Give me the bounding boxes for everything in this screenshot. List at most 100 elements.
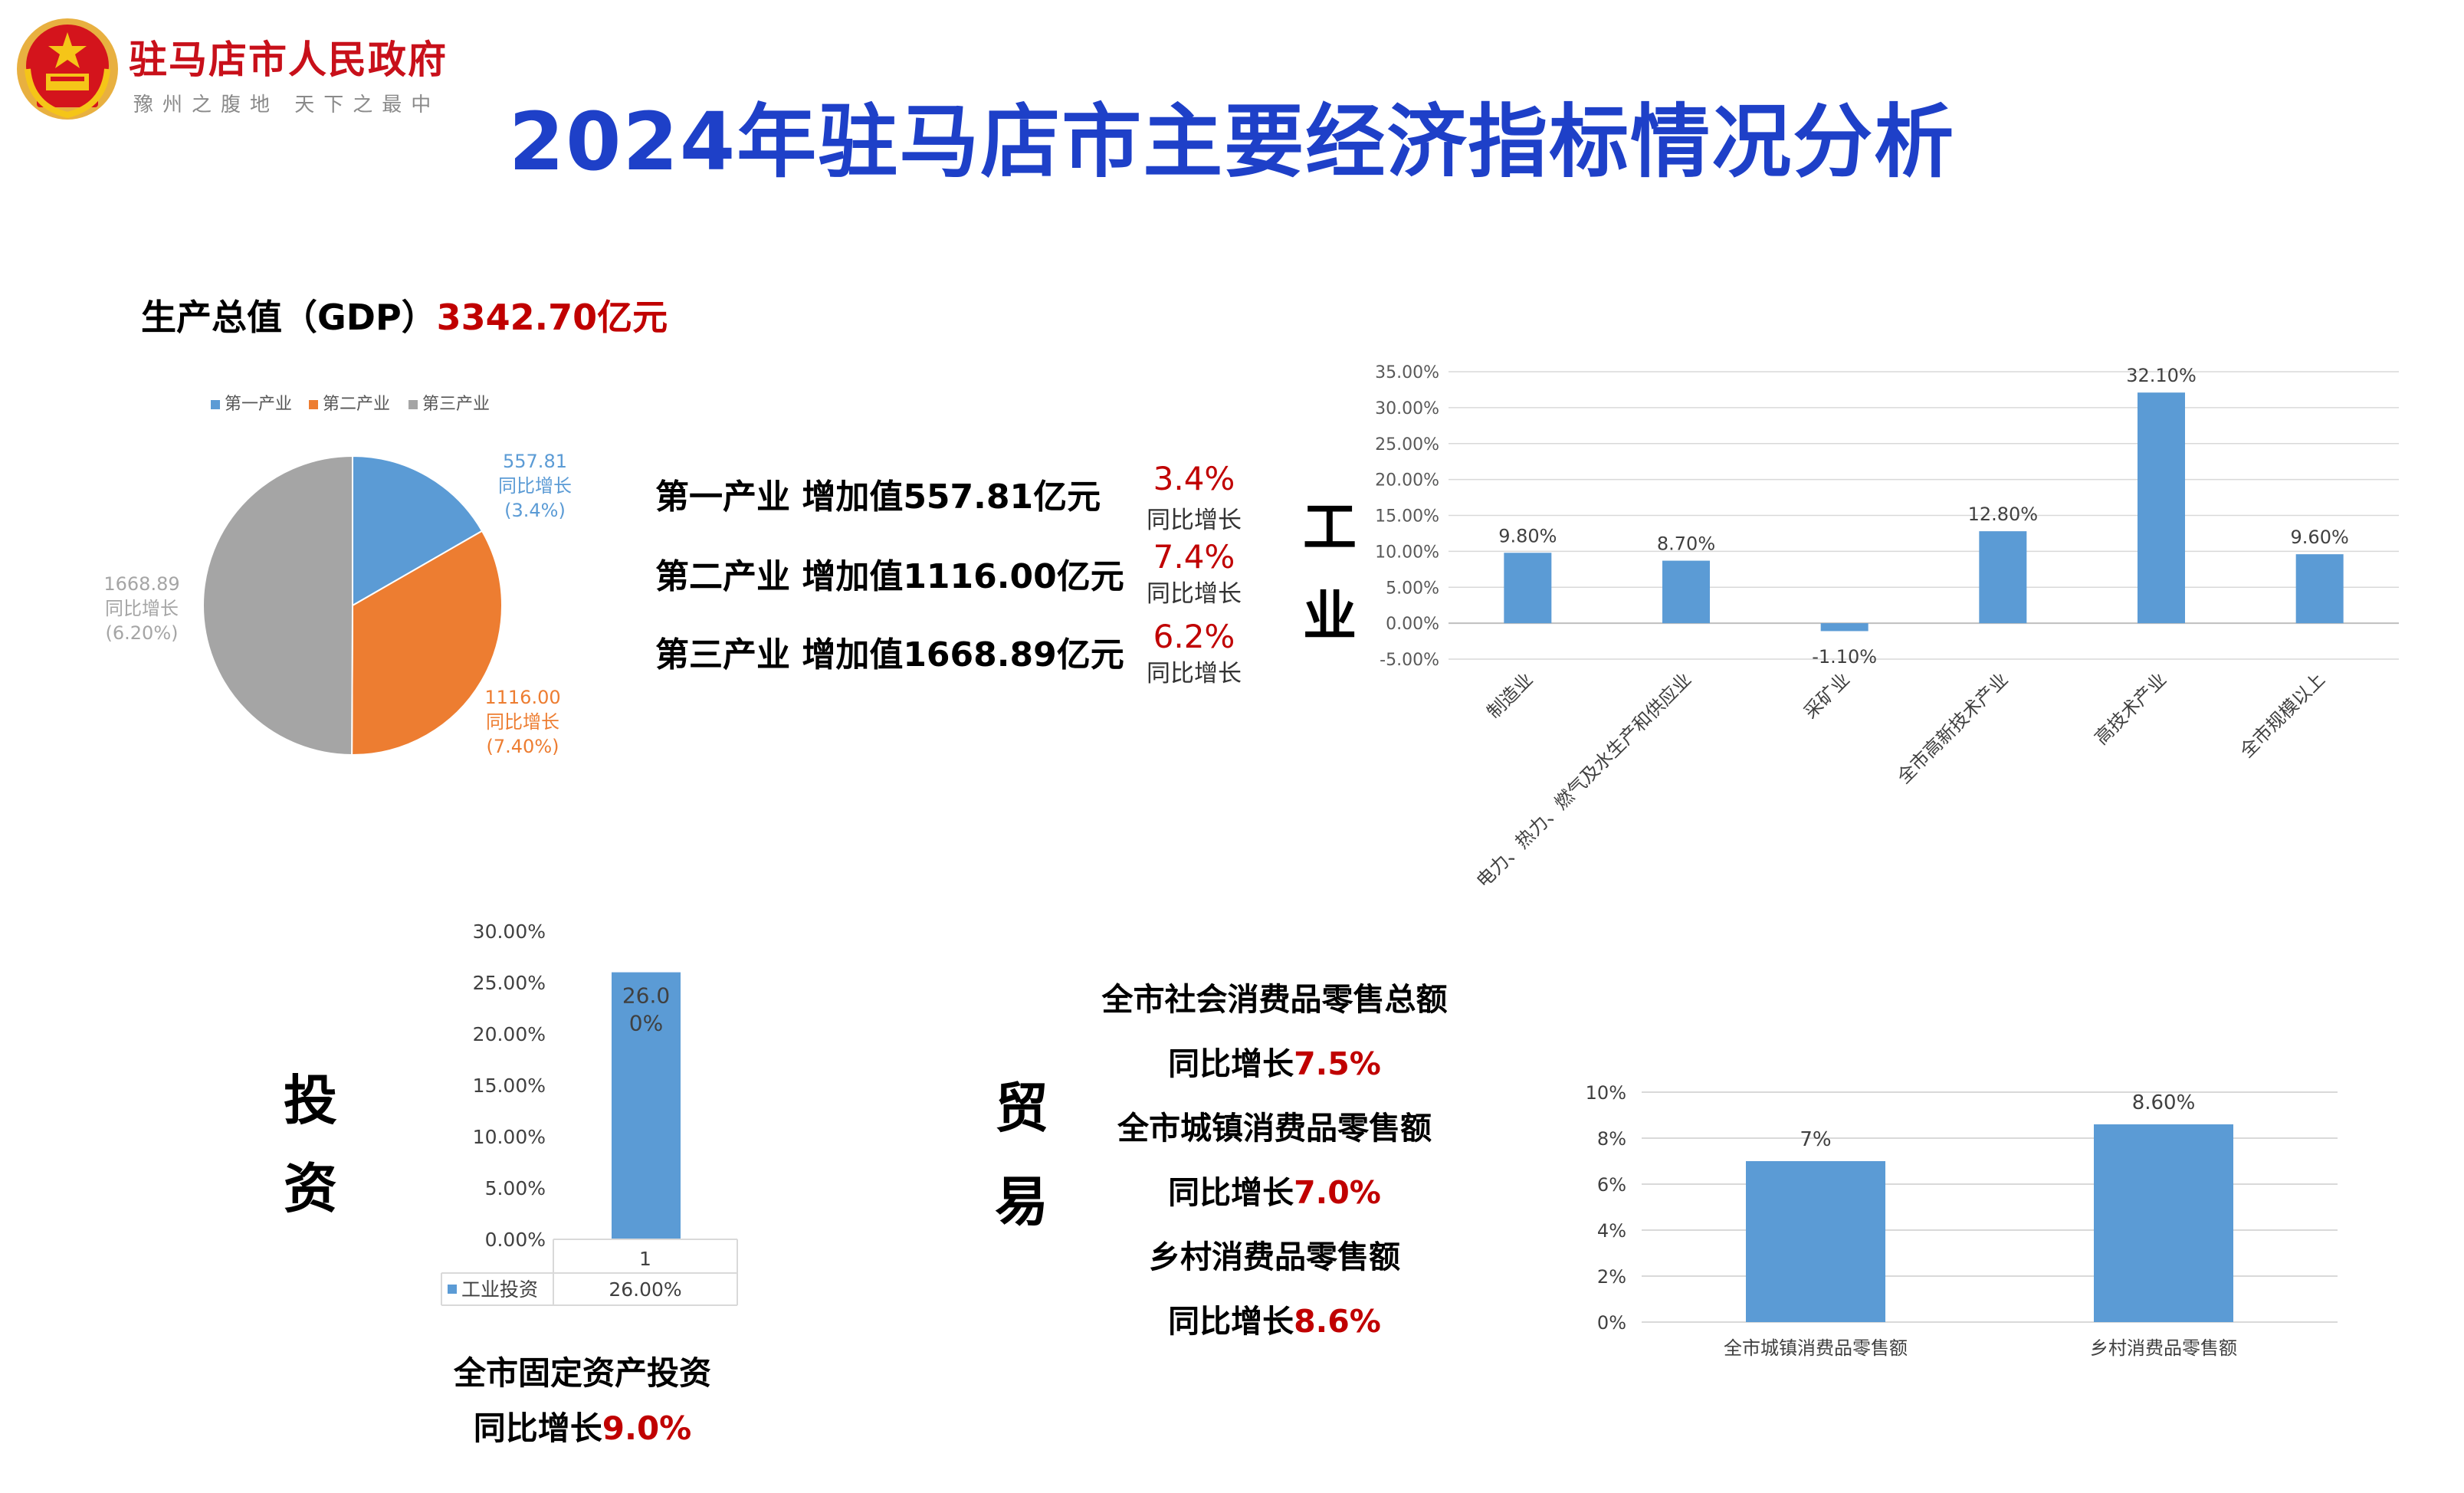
x-tick-label: 全市规模以上 — [2236, 668, 2329, 762]
pie-data-label: (6.20%) — [106, 622, 179, 644]
x-tick-label: 制造业 — [1483, 668, 1537, 723]
gdp-value: 3342.70亿元 — [436, 297, 668, 338]
bar — [2094, 1124, 2233, 1322]
trade-urban-growth-value: 7.0% — [1294, 1174, 1381, 1211]
y-tick-label: 0.00% — [1386, 615, 1439, 634]
y-tick-label: 30.00% — [1375, 399, 1439, 418]
trade-total-growth-prefix: 同比增长 — [1168, 1045, 1294, 1082]
industry-pct-primary: 3.4% — [1153, 460, 1235, 497]
pie-data-label: 557.81 — [503, 451, 567, 472]
section-label-industry-2: 业 — [1303, 585, 1357, 648]
bar — [1820, 623, 1869, 632]
trade-rural-growth-prefix: 同比增长 — [1168, 1303, 1294, 1340]
y-tick-label: 10.00% — [1375, 543, 1439, 562]
y-tick-label: 30.00% — [473, 920, 546, 943]
pie-data-label: 同比增长 — [105, 598, 179, 619]
industry-row-tertiary: 第三产业 增加值1668.89亿元 — [655, 635, 1124, 674]
consumer-retail-bar-chart: 0% 2% 4% 6% 8% 10% 7% 全市城镇消费品零售额 8.60% 乡村消费品零售额 — [1586, 1082, 2338, 1359]
pie-data-label: 同比增长 — [486, 711, 559, 733]
section-label-invest-1: 投 — [284, 1069, 337, 1132]
x-tick-label: 采矿业 — [1800, 668, 1854, 723]
page-title: 2024年驻马店市主要经济指标情况分析 — [508, 95, 1956, 189]
y-tick-label: 0% — [1597, 1312, 1626, 1334]
y-tick-label: 20.00% — [473, 1023, 546, 1045]
y-tick-label: 8% — [1597, 1128, 1626, 1150]
y-tick-label: 15.00% — [1375, 507, 1439, 527]
national-emblem-icon — [17, 18, 118, 120]
table-legend-swatch — [448, 1285, 457, 1294]
x-tick-label: 乡村消费品零售额 — [2090, 1337, 2237, 1359]
pie-slice — [202, 454, 353, 756]
bar — [1504, 553, 1552, 624]
y-tick-label: 35.00% — [1375, 363, 1439, 382]
section-label-trade-2: 易 — [995, 1170, 1048, 1233]
data-label: -1.10% — [1812, 646, 1877, 668]
pie-data-label: (3.4%) — [504, 500, 566, 521]
gdp-pie-chart: 第一产业 第二产业 第三产业 557.81 同比增长 (3.4%) 1116.00 同比增长… — [103, 395, 572, 757]
data-label: 7% — [1800, 1128, 1831, 1151]
data-label: 32.10% — [2126, 365, 2197, 386]
y-tick-label: 10.00% — [473, 1126, 546, 1148]
y-tick-label: 25.00% — [1375, 435, 1439, 454]
section-label-trade-1: 贸 — [995, 1077, 1048, 1140]
pie-legend-swatch — [408, 400, 418, 409]
y-tick-label: 20.00% — [1375, 471, 1439, 491]
bar — [2138, 392, 2185, 624]
industry-pct-label-primary: 同比增长 — [1147, 507, 1242, 534]
data-label: 8.70% — [1657, 533, 1715, 555]
industry-pct-secondary: 7.4% — [1153, 538, 1235, 576]
y-tick-label: 25.00% — [473, 972, 546, 994]
industry-pct-label-tertiary: 同比增长 — [1147, 660, 1242, 687]
government-name: 驻马店市人民政府 — [129, 38, 448, 82]
bar — [1979, 531, 2027, 624]
industry-pct-label-secondary: 同比增长 — [1147, 580, 1242, 608]
investment-bar-chart: 0.00% 5.00% 10.00% 15.00% 20.00% 25.00% 30.00%… — [441, 920, 738, 1306]
investment-growth: 同比增长9.0% — [422, 1403, 743, 1449]
pie-legend-label: 第三产业 — [422, 395, 490, 414]
pie-legend-swatch — [211, 400, 220, 409]
trade-total-growth: 同比增长7.5% — [1060, 1038, 1489, 1084]
bar — [1746, 1161, 1885, 1322]
data-label: 9.60% — [2291, 527, 2349, 548]
y-tick-label: 5.00% — [485, 1177, 546, 1199]
gdp-label: 生产总值（GDP） — [141, 297, 437, 338]
investment-caption: 全市固定资产投资 — [453, 1354, 711, 1392]
government-motto: 豫州之腹地 天下之最中 — [133, 94, 441, 116]
y-tick-label: 4% — [1597, 1220, 1626, 1242]
pie-legend-label: 第一产业 — [225, 395, 292, 414]
trade-rural-growth: 同比增长8.6% — [1060, 1295, 1489, 1341]
trade-total-label: 全市社会消费品零售总额 — [1101, 981, 1448, 1018]
investment-growth-value: 9.0% — [602, 1409, 692, 1447]
trade-urban-growth: 同比增长7.0% — [1060, 1167, 1489, 1212]
section-label-invest-2: 资 — [284, 1157, 337, 1220]
pie-legend-label: 第二产业 — [323, 395, 390, 414]
trade-rural-label: 乡村消费品零售额 — [1149, 1239, 1400, 1275]
data-label: 12.80% — [1968, 504, 2039, 525]
bar — [612, 972, 681, 1239]
y-tick-label: 0.00% — [485, 1229, 546, 1251]
x-tick-label: 全市高新技术产业 — [1893, 668, 2013, 788]
pie-slice — [352, 454, 484, 607]
data-label: 9.80% — [1498, 525, 1557, 546]
table-series-name: 工业投资 — [461, 1278, 538, 1301]
x-tick-label: 全市城镇消费品零售额 — [1724, 1337, 1908, 1359]
y-tick-label: 2% — [1597, 1266, 1626, 1288]
data-label: 0% — [629, 1011, 663, 1036]
trade-rural-growth-value: 8.6% — [1294, 1303, 1381, 1340]
pie-slice — [351, 530, 503, 756]
y-tick-label: 10% — [1586, 1082, 1626, 1104]
industry-row-secondary: 第二产业 增加值1116.00亿元 — [655, 557, 1124, 596]
y-tick-label: -5.00% — [1380, 651, 1439, 670]
pie-data-label: (7.40%) — [487, 736, 559, 757]
trade-urban-growth-prefix: 同比增长 — [1168, 1174, 1294, 1211]
gdp-headline: 生产总值（GDP）3342.70亿元 — [141, 290, 668, 340]
pie-legend-swatch — [309, 400, 318, 409]
pie-data-label: 1116.00 — [484, 687, 560, 708]
y-tick-label: 6% — [1597, 1174, 1626, 1196]
investment-growth-prefix: 同比增长 — [473, 1409, 602, 1447]
trade-total-growth-value: 7.5% — [1294, 1045, 1381, 1082]
pie-legend: 第一产业 第二产业 第三产业 — [211, 395, 490, 414]
section-label-industry-1: 工 — [1303, 496, 1357, 559]
data-label: 26.0 — [622, 983, 670, 1009]
data-label: 8.60% — [2132, 1091, 2196, 1114]
